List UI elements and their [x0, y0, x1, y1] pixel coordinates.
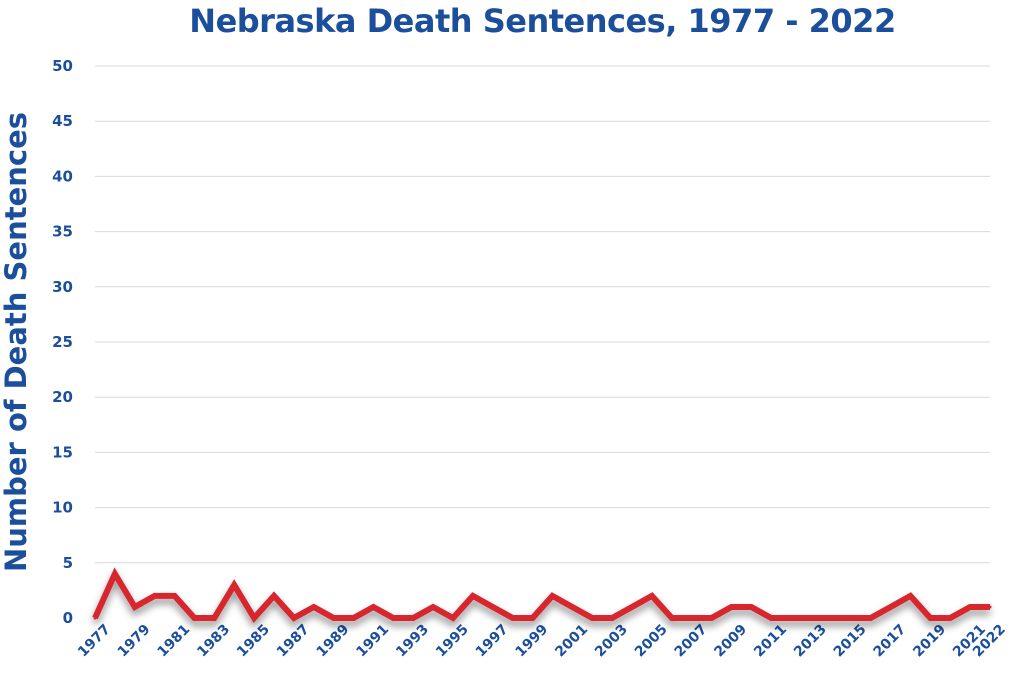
data-point [968, 605, 972, 609]
x-tick-label: 2009 [711, 622, 750, 661]
data-point [173, 594, 177, 598]
data-point [272, 594, 276, 598]
data-point [908, 594, 912, 598]
data-point [252, 616, 256, 620]
data-point [590, 616, 594, 620]
data-point [710, 616, 714, 620]
data-point [153, 594, 157, 598]
data-point [212, 616, 216, 620]
series-line [92, 567, 990, 624]
data-point [630, 605, 634, 609]
data-point [531, 616, 535, 620]
x-tick-label: 2013 [791, 622, 830, 661]
x-tick-label: 1989 [314, 622, 353, 661]
data-point [988, 605, 992, 609]
data-point [391, 616, 395, 620]
data-point [610, 616, 614, 620]
data-point [113, 572, 117, 576]
data-point [431, 605, 435, 609]
y-tick-label: 25 [52, 333, 73, 351]
y-axis-label: Number of Death Sentences [0, 112, 33, 572]
y-tick-label: 15 [52, 443, 73, 461]
x-tick-label: 1995 [433, 622, 472, 661]
data-point [511, 616, 515, 620]
x-tick-label: 1979 [115, 622, 154, 661]
data-point [789, 616, 793, 620]
data-point [332, 616, 336, 620]
data-point [670, 616, 674, 620]
data-point [411, 616, 415, 620]
series-layer [92, 567, 992, 624]
y-tick-label: 30 [52, 278, 73, 296]
y-tick-label: 10 [52, 499, 73, 517]
y-tick-label: 35 [52, 223, 73, 241]
data-point [869, 616, 873, 620]
x-tick-label: 2017 [871, 622, 910, 661]
x-tick-label: 2019 [910, 622, 949, 661]
data-point [829, 616, 833, 620]
data-point [570, 605, 574, 609]
x-tick-label: 1981 [155, 622, 194, 661]
data-point [849, 616, 853, 620]
y-tick-label: 45 [52, 112, 73, 130]
data-point [889, 605, 893, 609]
x-tick-label: 1991 [353, 622, 392, 661]
data-point [491, 605, 495, 609]
x-tick-label: 2015 [831, 622, 870, 661]
y-tick-label: 0 [63, 609, 73, 627]
data-point [352, 616, 356, 620]
data-point [133, 605, 137, 609]
data-point [650, 594, 654, 598]
data-point [749, 605, 753, 609]
x-tick-label: 2005 [632, 622, 671, 661]
data-point [371, 605, 375, 609]
data-point [928, 616, 932, 620]
data-point [471, 594, 475, 598]
y-tick-label: 50 [52, 57, 73, 75]
x-tick-label: 2003 [592, 622, 631, 661]
data-point [809, 616, 813, 620]
x-tick-label: 1999 [513, 622, 552, 661]
y-tick-label: 40 [52, 167, 73, 185]
data-point [948, 616, 952, 620]
y-tick-label: 5 [63, 554, 73, 572]
data-point [729, 605, 733, 609]
x-tick-label: 1977 [75, 622, 114, 661]
chart-title: Nebraska Death Sentences, 1977 - 2022 [189, 2, 896, 40]
data-point [192, 616, 196, 620]
gridlines [95, 65, 990, 564]
x-tick-label: 2007 [672, 622, 711, 661]
data-point [769, 616, 773, 620]
x-axis-ticks: 1977 1979 1981 1983 1985 1987 1989 1991 1993 1995… [75, 622, 1009, 661]
x-tick-label: 1993 [393, 622, 432, 661]
x-tick-label: 1987 [274, 622, 313, 661]
data-point [93, 616, 97, 620]
x-tick-label: 1997 [473, 622, 512, 661]
data-point [451, 616, 455, 620]
x-tick-label: 1983 [194, 622, 233, 661]
x-tick-label: 2011 [751, 622, 790, 661]
x-tick-label: 2001 [552, 622, 591, 661]
data-point [690, 616, 694, 620]
y-axis-ticks: 0 5 10 15 20 25 30 35 40 45 50 [52, 57, 73, 627]
y-tick-label: 20 [52, 388, 73, 406]
data-point [312, 605, 316, 609]
data-point [292, 616, 296, 620]
data-point [550, 594, 554, 598]
data-point [232, 583, 236, 587]
x-tick-label: 1985 [234, 622, 273, 661]
